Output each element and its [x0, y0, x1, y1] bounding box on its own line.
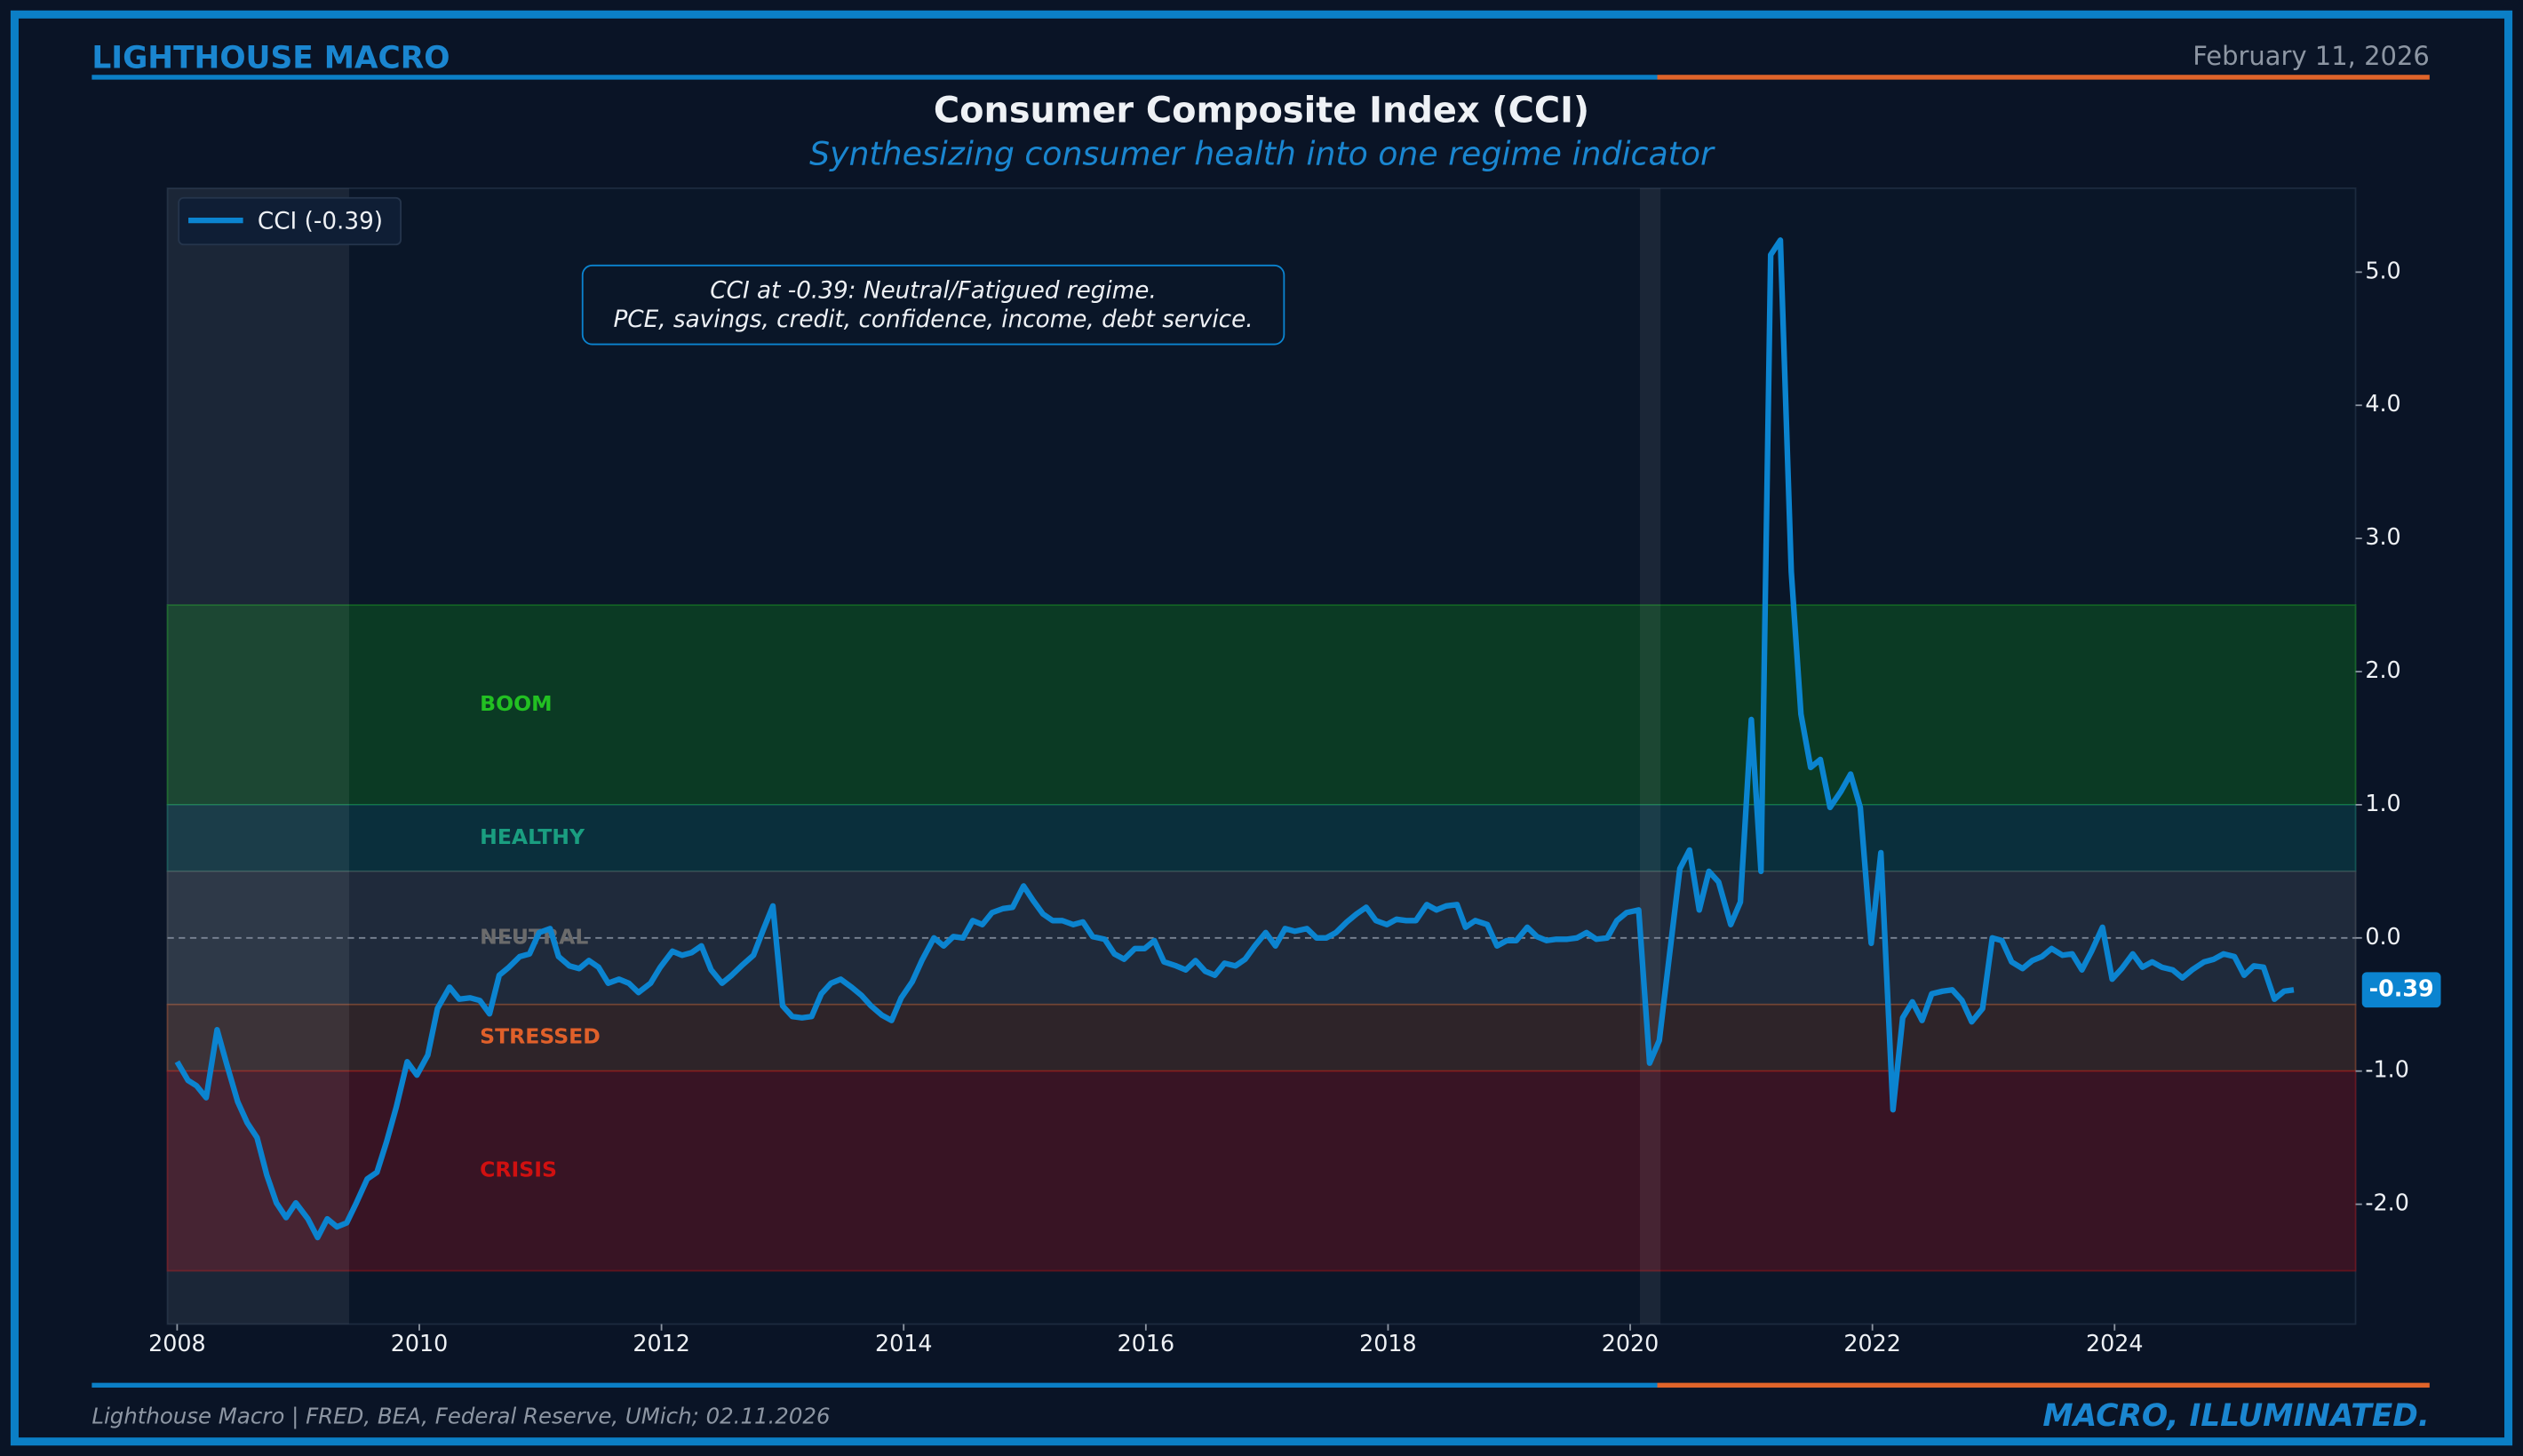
x-tick-label: 2012	[633, 1330, 690, 1357]
zone-label: BOOM	[480, 691, 552, 716]
zone-label: HEALTHY	[480, 824, 585, 849]
annotation: PCE, savings, credit, confidence, income…	[613, 306, 1253, 333]
y-tick-label: 1.0	[2365, 790, 2400, 816]
y-tick-label: 0.0	[2365, 923, 2400, 950]
y-tick-label: 4.0	[2365, 390, 2400, 417]
series-line	[174, 237, 2295, 1241]
plot: BOOMHEALTHYNEUTRALSTRESSEDCRISIS-2.0-1.0…	[148, 187, 2441, 1357]
legend-box	[178, 196, 402, 246]
zone-band	[166, 1003, 2357, 1072]
legend-label: CCI (-0.39)	[258, 208, 383, 235]
y-tick-label: -1.0	[2365, 1056, 2408, 1083]
brand: LIGHTHOUSE MACRO	[92, 41, 450, 76]
zone-band	[166, 1070, 2357, 1272]
x-tick-label: 2008	[148, 1330, 206, 1357]
x-tick-label: 2022	[1843, 1330, 1901, 1357]
zone-label: STRESSED	[480, 1024, 601, 1049]
x-tick-label: 2024	[2086, 1330, 2144, 1357]
source: Lighthouse Macro | FRED, BEA, Federal Re…	[92, 1404, 830, 1429]
x-tick-label: 2020	[1602, 1330, 1659, 1357]
x-tick-label: 2016	[1118, 1330, 1175, 1357]
zone-band	[166, 803, 2357, 872]
recession-band	[167, 187, 349, 1325]
x-tick-label: 2010	[391, 1330, 449, 1357]
end-label: -0.39	[2369, 975, 2434, 1001]
title: Consumer Composite Index (CCI)	[934, 90, 1589, 131]
end-badge	[2361, 972, 2441, 1008]
tagline: MACRO, ILLUMINATED.	[2042, 1398, 2429, 1434]
date: February 11, 2026	[2193, 41, 2430, 71]
x-tick-label: 2018	[1359, 1330, 1417, 1357]
y-tick-label: 5.0	[2365, 257, 2400, 283]
subtitle: Synthesizing consumer health into one re…	[809, 135, 1715, 173]
annotation: CCI at -0.39: Neutral/Fatigued regime.	[710, 277, 1157, 304]
y-tick-label: 2.0	[2365, 656, 2400, 683]
frame	[10, 10, 2513, 1446]
zone-band	[166, 604, 2357, 806]
annotation-box	[581, 264, 1285, 346]
y-tick-label: -2.0	[2365, 1189, 2408, 1216]
zone-label: CRISIS	[480, 1158, 557, 1182]
recession-band	[1639, 187, 1661, 1325]
y-tick-label: 3.0	[2365, 523, 2400, 550]
x-tick-label: 2014	[875, 1330, 933, 1357]
